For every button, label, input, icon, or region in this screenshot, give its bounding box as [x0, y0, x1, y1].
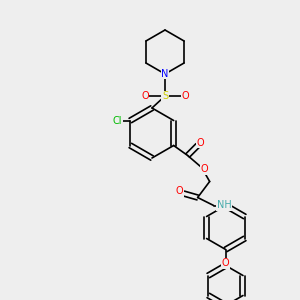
Text: O: O — [176, 187, 184, 196]
Text: Cl: Cl — [112, 116, 122, 125]
Text: NH: NH — [217, 200, 231, 211]
Text: O: O — [197, 137, 205, 148]
Text: N: N — [161, 69, 169, 79]
Text: S: S — [162, 91, 168, 101]
Text: O: O — [181, 91, 189, 101]
Text: O: O — [222, 259, 230, 269]
Text: O: O — [141, 91, 149, 101]
Text: O: O — [201, 164, 208, 175]
